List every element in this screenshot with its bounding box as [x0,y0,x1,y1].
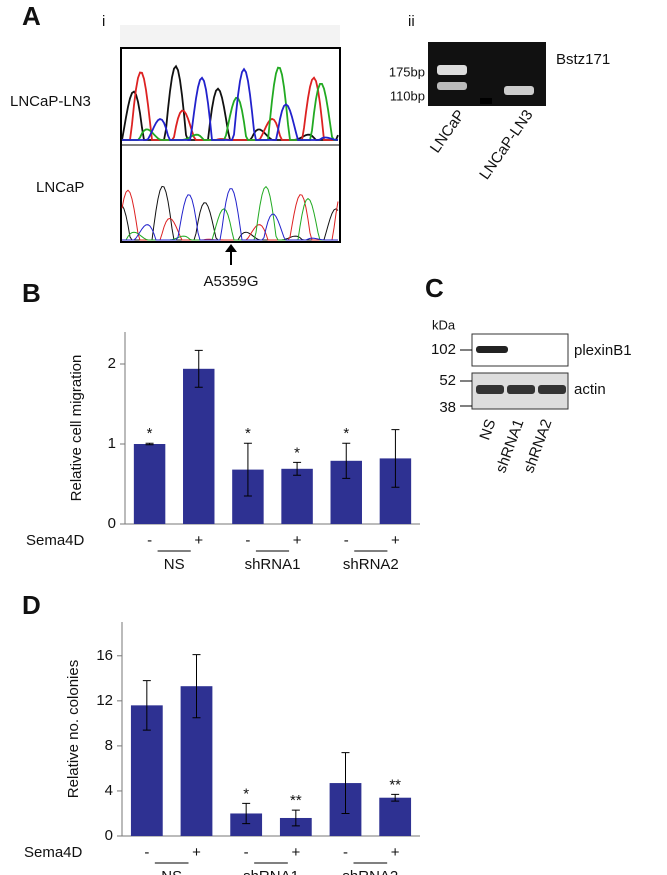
gel-band [504,86,534,95]
significance: ** [389,776,401,793]
x-tick-label: + [391,844,400,861]
error-bar [391,793,400,802]
error-bar [391,429,400,488]
x-tick-label: + [194,532,203,549]
bar [279,817,312,836]
x-tick-label: - [244,844,249,861]
trace-header [120,25,340,47]
row-label: Sema4D [24,844,83,861]
row-label: LNCaP-LN3 [10,93,91,110]
error-bar [342,442,351,479]
y-axis-label: Relative no. colonies [65,660,82,798]
group-label: shRNA2 [343,556,399,573]
x-tick-label: - [343,844,348,861]
y-tick-label: 8 [105,737,113,754]
lane-label: LNCaP-LN3 [476,107,536,183]
lane-label: NS [476,417,499,442]
unit-label: kDa [432,317,456,332]
bar [183,368,215,524]
bar [230,813,263,836]
panel-label: B [22,278,41,308]
marker-label: 38 [439,399,456,416]
sub-label: ii [408,13,415,30]
group-label: NS [161,868,182,875]
error-bar [242,802,251,825]
trace [122,185,338,241]
error-bar [145,442,154,446]
panel-label: C [425,273,444,303]
x-tick-label: - [147,532,152,549]
y-tick-label: 1 [108,435,116,452]
group-label: NS [164,556,185,573]
blot-band [476,385,504,394]
band-label: 175bp [389,64,425,79]
blot-band [538,385,566,394]
gel-well [480,98,492,104]
y-tick-label: 4 [105,782,113,799]
y-axis-label: Relative cell migration [68,355,85,502]
significance: * [243,785,249,802]
x-tick-label: + [192,844,201,861]
y-tick-label: 0 [105,827,113,844]
chromatogram-traces [121,64,339,241]
y-tick-label: 16 [96,647,113,664]
blot-band [507,385,535,394]
significance: * [147,425,153,442]
marker-label: 102 [431,341,456,358]
lane-label: LNCaP [427,107,469,156]
y-tick-label: 2 [108,355,116,372]
protein-label: plexinB1 [574,342,632,359]
blot-band [476,346,508,353]
sub-label: i [102,13,105,30]
significance: * [245,425,251,442]
error-bar [194,349,203,388]
marker-label: 52 [439,372,456,389]
band-label: 110bp [390,88,425,103]
arrow-head [225,244,237,252]
significance: * [343,425,349,442]
error-bar [291,809,300,827]
trace [121,185,339,241]
error-bar [293,461,302,476]
error-bar [243,442,252,497]
y-tick-label: 0 [108,515,116,532]
trace [122,188,338,241]
trace [122,71,338,141]
group-label: shRNA1 [245,556,301,573]
bar [379,797,412,836]
bar [281,468,313,524]
x-tick-label: + [291,844,300,861]
panel-label: A [22,1,41,31]
group-label: shRNA2 [342,868,398,875]
trace [122,66,338,141]
y-tick-label: 12 [96,692,113,709]
x-tick-label: + [293,532,302,549]
row-label: Sema4D [26,532,85,549]
bar [133,444,166,524]
error-bar [341,752,350,814]
x-tick-label: - [344,532,349,549]
mutation-label: A5359G [203,273,258,290]
gel-band [437,65,467,75]
enzyme-label: Bstz171 [556,51,610,68]
significance: * [294,444,300,461]
error-bar [192,654,201,719]
error-bar [142,680,151,731]
significance: ** [290,792,302,809]
x-tick-label: - [245,532,250,549]
group-label: shRNA1 [243,868,299,875]
trace [121,67,339,141]
x-tick-label: + [391,532,400,549]
row-label: LNCaP [36,179,84,196]
gel-band [437,82,467,90]
trace [121,64,339,141]
x-tick-label: - [144,844,149,861]
trace [121,189,339,241]
protein-label: actin [574,381,606,398]
panel-label: D [22,590,41,620]
